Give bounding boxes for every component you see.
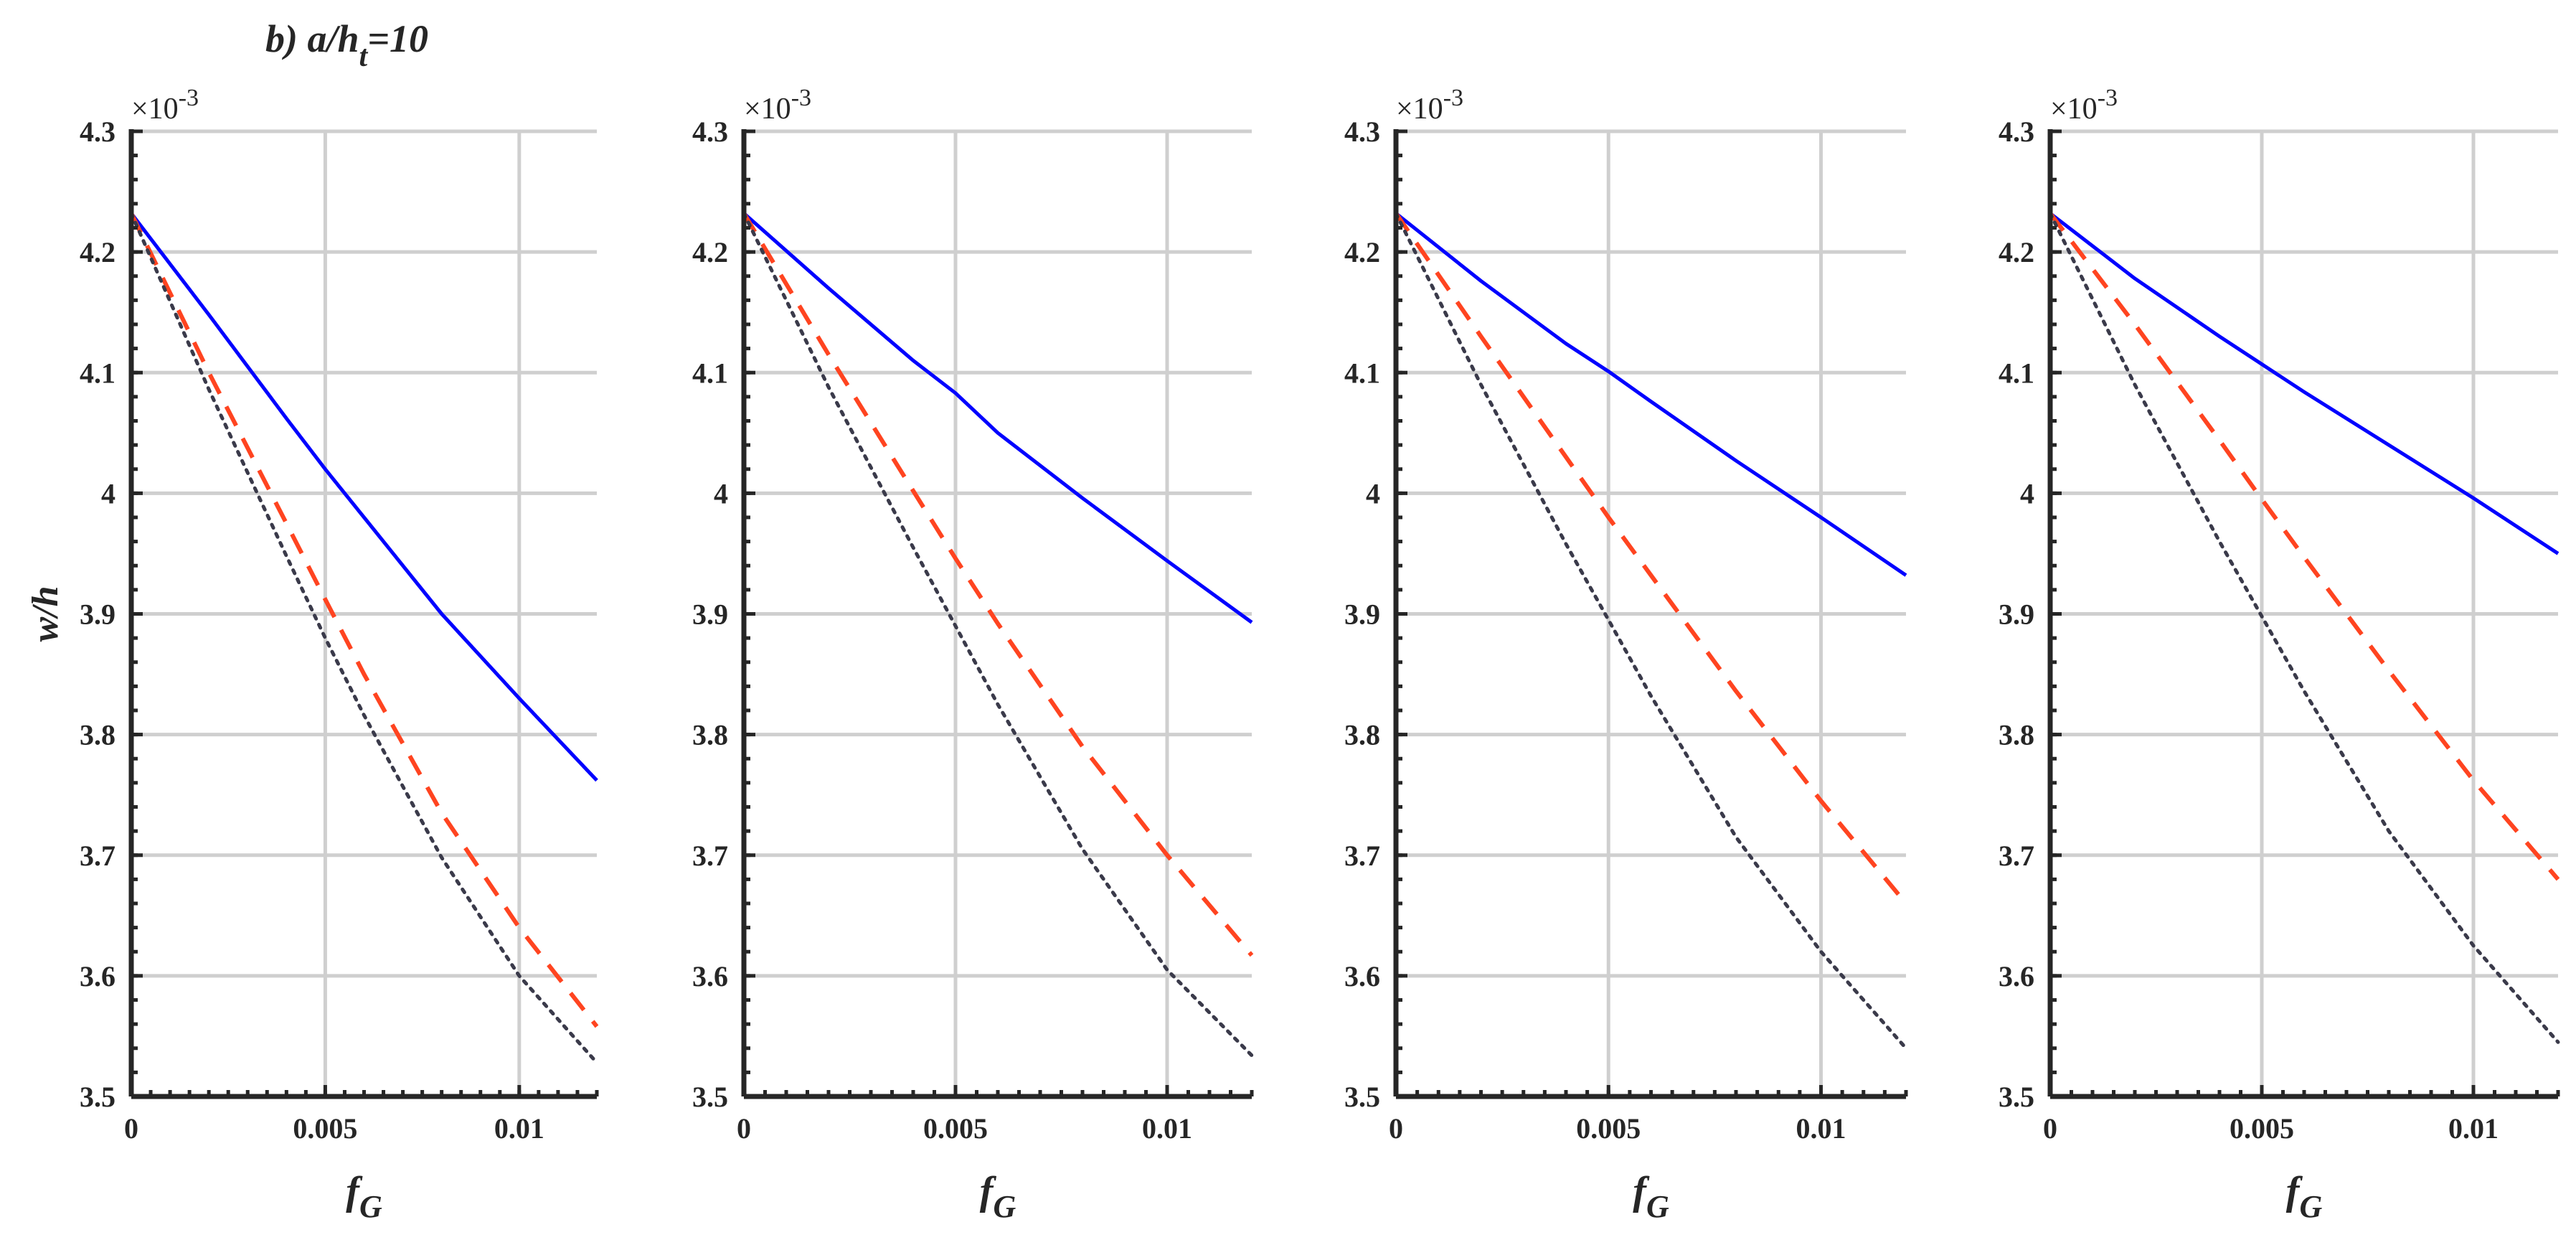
y-tick-label: 4.1 bbox=[80, 357, 115, 389]
y-tick-label: 3.7 bbox=[80, 840, 115, 872]
y-exponent-label: ×10-3 bbox=[1396, 85, 1463, 126]
x-tick-label: 0.01 bbox=[1796, 1112, 1846, 1145]
y-exponent-label: ×10-3 bbox=[131, 85, 199, 126]
series-dashed-line bbox=[2048, 212, 2560, 881]
x-axis-label: fG bbox=[2286, 1169, 2323, 1224]
x-tick-label: 0.005 bbox=[923, 1112, 988, 1145]
series-solid-line bbox=[2049, 212, 2560, 555]
y-tick-label: 4.3 bbox=[80, 116, 115, 148]
y-tick-label: 4 bbox=[1366, 477, 1380, 509]
y-axis-label: w/h bbox=[25, 586, 66, 642]
x-tick-label: 0.01 bbox=[494, 1112, 544, 1145]
series-solid-line bbox=[742, 212, 1253, 624]
y-tick-label: 4.2 bbox=[1999, 236, 2034, 268]
y-tick-label: 3.9 bbox=[80, 598, 115, 631]
chart-panel-2: 3.5 3.6 3.7 3.8 3.9 4 4.1 4.2 4.3 0 0.005 0.01 ×10-3… bbox=[692, 85, 1254, 1224]
y-tick-label: 3.9 bbox=[1344, 598, 1380, 631]
x-axis-label: fG bbox=[980, 1169, 1016, 1224]
x-axis-label-sub: G bbox=[1646, 1189, 1669, 1224]
y-tick-label: 3.6 bbox=[1999, 960, 2034, 992]
y-tick-label: 3.8 bbox=[80, 719, 115, 751]
y-tick-label: 4.2 bbox=[80, 236, 115, 268]
y-tick-label: 4 bbox=[714, 477, 728, 509]
x-axis-label-sub: G bbox=[993, 1189, 1016, 1224]
y-tick-label: 3.6 bbox=[692, 960, 728, 992]
y-tick-label: 3.5 bbox=[692, 1081, 728, 1113]
y-exponent-label: ×10-3 bbox=[2050, 85, 2118, 126]
y-tick-label: 3.8 bbox=[692, 719, 728, 751]
chart-panel-4: 3.5 3.6 3.7 3.8 3.9 4 4.1 4.2 4.3 0 0.005 0.01 ×10-3… bbox=[1999, 85, 2560, 1224]
y-tick-label: 4.3 bbox=[1344, 116, 1380, 148]
y-tick-label: 4.3 bbox=[692, 116, 728, 148]
series-dotted-line bbox=[129, 211, 599, 1065]
chart-panel-3: 3.5 3.6 3.7 3.8 3.9 4 4.1 4.2 4.3 0 0.005 0.01 ×10-3… bbox=[1344, 85, 1908, 1224]
x-tick-label: 0.01 bbox=[2448, 1112, 2499, 1145]
y-tick-label: 3.9 bbox=[1999, 598, 2034, 631]
chart-panel-1: 3.5 3.6 3.7 3.8 3.9 4 4.1 4.2 4.3 0 0.005 0.01 ×10-3… bbox=[25, 85, 599, 1224]
series-dashed-line bbox=[1394, 212, 1908, 905]
x-tick-label: 0.005 bbox=[1576, 1112, 1641, 1145]
y-tick-label: 3.8 bbox=[1999, 719, 2034, 751]
exponent-base: ×10 bbox=[131, 93, 179, 126]
x-tick-label: 0 bbox=[737, 1112, 751, 1145]
x-tick-label: 0 bbox=[124, 1112, 138, 1145]
y-tick-label: 3.7 bbox=[692, 840, 728, 872]
series-dotted-line bbox=[742, 211, 1254, 1058]
y-tick-label: 3.8 bbox=[1344, 719, 1380, 751]
x-tick-label: 0 bbox=[2043, 1112, 2057, 1145]
y-tick-label: 4.1 bbox=[1344, 357, 1380, 389]
series-dashed-line bbox=[129, 212, 599, 1028]
x-axis-label: fG bbox=[346, 1169, 382, 1224]
series-solid-line bbox=[130, 212, 598, 782]
x-axis-label-sub: G bbox=[2299, 1189, 2322, 1224]
exponent-base: ×10 bbox=[2050, 93, 2098, 126]
y-tick-label: 3.6 bbox=[1344, 960, 1380, 992]
panel-label-tail: =10 bbox=[367, 17, 428, 60]
panel-label: b) a/ht=10 bbox=[265, 17, 428, 73]
y-exponent-label: ×10-3 bbox=[744, 85, 811, 126]
x-tick-label: 0.005 bbox=[293, 1112, 357, 1145]
panel-label-main: b) a/h bbox=[265, 17, 359, 60]
series-dotted-line bbox=[2048, 211, 2560, 1044]
x-axis-label: fG bbox=[1633, 1169, 1669, 1224]
y-tick-label: 4.1 bbox=[692, 357, 728, 389]
exponent-power: -3 bbox=[179, 85, 199, 111]
x-tick-label: 0 bbox=[1389, 1112, 1403, 1145]
series-dashed-line bbox=[742, 212, 1254, 957]
y-tick-label: 3.5 bbox=[80, 1081, 115, 1113]
series-solid-line bbox=[1395, 212, 1907, 577]
y-tick-label: 4.2 bbox=[692, 236, 728, 268]
exponent-power: -3 bbox=[2098, 85, 2118, 111]
y-tick-label: 4 bbox=[2020, 477, 2034, 509]
y-tick-label: 4.2 bbox=[1344, 236, 1380, 268]
y-tick-label: 3.5 bbox=[1344, 1081, 1380, 1113]
exponent-base: ×10 bbox=[1396, 93, 1443, 126]
exponent-base: ×10 bbox=[744, 93, 791, 126]
y-tick-label: 3.9 bbox=[692, 598, 728, 631]
y-tick-label: 4 bbox=[101, 477, 115, 509]
x-tick-label: 0.01 bbox=[1142, 1112, 1192, 1145]
y-tick-label: 3.6 bbox=[80, 960, 115, 992]
y-tick-label: 4.3 bbox=[1999, 116, 2034, 148]
panels: 3.53.63.73.83.944.14.24.30 0.005 0.01×10-3… bbox=[25, 85, 2560, 1224]
y-tick-label: 3.5 bbox=[1999, 1081, 2034, 1113]
x-axis-label-sub: G bbox=[359, 1189, 382, 1224]
x-tick-label: 0.005 bbox=[2230, 1112, 2294, 1145]
y-tick-label: 4.1 bbox=[1999, 357, 2034, 389]
y-tick-label: 3.7 bbox=[1344, 840, 1380, 872]
panel-label-sub: t bbox=[359, 40, 369, 73]
series-dotted-line bbox=[1394, 211, 1908, 1051]
y-tick-label: 3.7 bbox=[1999, 840, 2034, 872]
exponent-power: -3 bbox=[1443, 85, 1463, 111]
exponent-power: -3 bbox=[791, 85, 811, 111]
